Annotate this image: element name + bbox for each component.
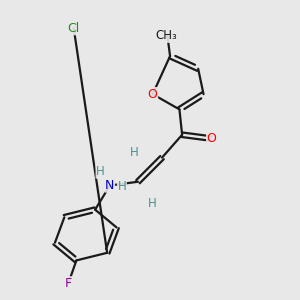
Text: H: H (148, 197, 157, 210)
Text: H: H (130, 146, 138, 159)
Text: CH₃: CH₃ (155, 29, 177, 42)
Text: H: H (118, 180, 126, 193)
Text: H: H (96, 165, 105, 178)
Text: F: F (65, 277, 72, 290)
Text: O: O (148, 88, 158, 101)
Text: O: O (207, 132, 217, 145)
Text: Cl: Cl (68, 22, 80, 35)
Text: N: N (105, 179, 115, 192)
